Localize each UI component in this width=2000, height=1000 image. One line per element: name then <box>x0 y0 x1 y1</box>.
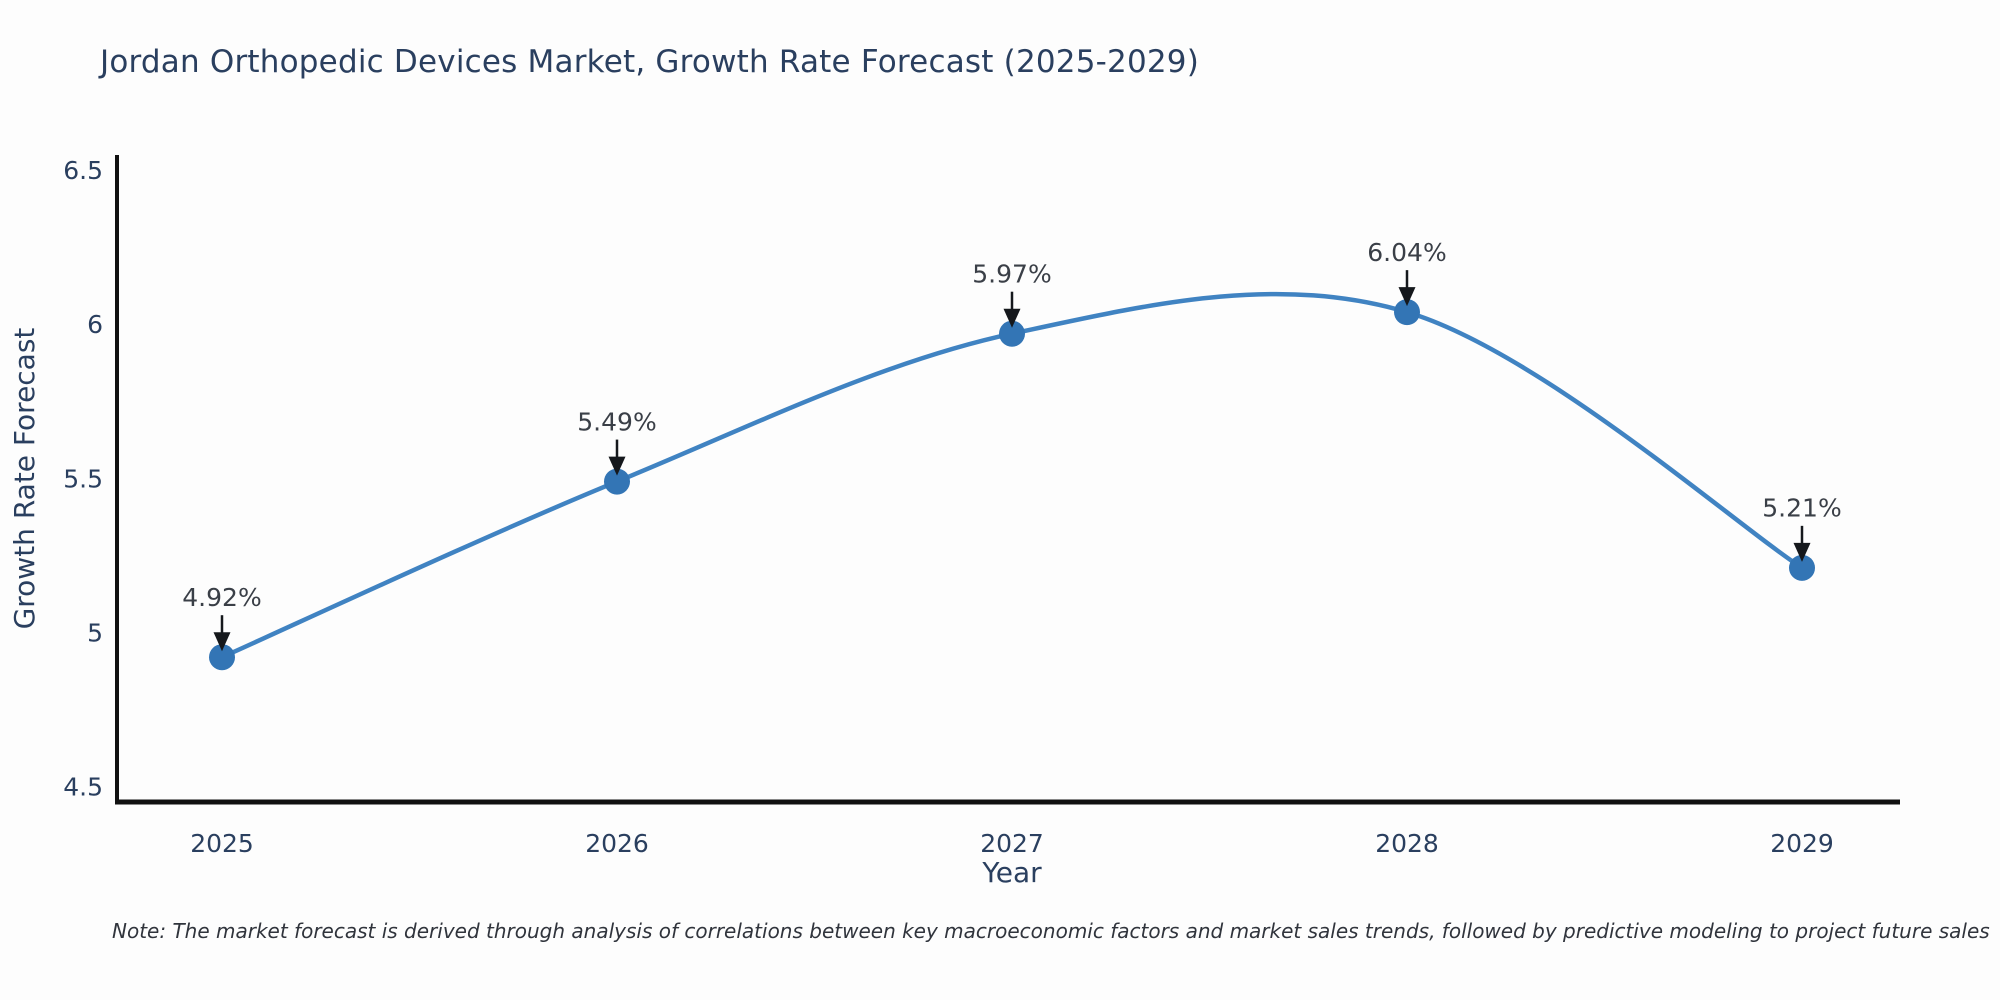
x-tick-label: 2028 <box>1375 829 1439 858</box>
x-tick-label: 2026 <box>585 829 649 858</box>
chart-title: Jordan Orthopedic Devices Market, Growth… <box>100 44 1200 80</box>
x-tick-label: 2025 <box>190 829 254 858</box>
y-tick-label: 6.5 <box>63 156 103 185</box>
data-point-label: 4.92% <box>182 583 261 612</box>
data-point-label: 5.97% <box>972 259 1051 288</box>
data-point-label: 5.21% <box>1762 494 1841 523</box>
y-tick-label: 5 <box>87 618 103 647</box>
data-point-marker[interactable] <box>1789 554 1815 581</box>
annotation-arrow-head <box>608 456 626 476</box>
annotation-arrow-head <box>213 632 231 652</box>
y-tick-label: 5.5 <box>63 464 103 493</box>
footnote: Note: The market forecast is derived thr… <box>112 919 1990 943</box>
data-point-label: 6.04% <box>1367 238 1446 267</box>
data-point-label: 5.49% <box>577 407 656 436</box>
annotation-arrow-head <box>1003 308 1021 328</box>
y-tick-label: 4.5 <box>63 772 103 801</box>
x-tick-label: 2029 <box>1770 829 1834 858</box>
y-axis-title: Growth Rate Forecast <box>8 328 41 630</box>
x-axis-title: Year <box>981 856 1042 889</box>
annotation-arrow-head <box>1793 542 1811 562</box>
x-tick-label: 2027 <box>980 829 1044 858</box>
forecast-line <box>219 291 1805 660</box>
data-point-marker[interactable] <box>1394 299 1420 326</box>
y-tick-label: 6 <box>87 310 103 339</box>
data-point-marker[interactable] <box>604 468 630 495</box>
annotation-arrow-head <box>1398 287 1416 307</box>
data-point-marker[interactable] <box>209 644 235 671</box>
data-point-marker[interactable] <box>999 320 1025 347</box>
